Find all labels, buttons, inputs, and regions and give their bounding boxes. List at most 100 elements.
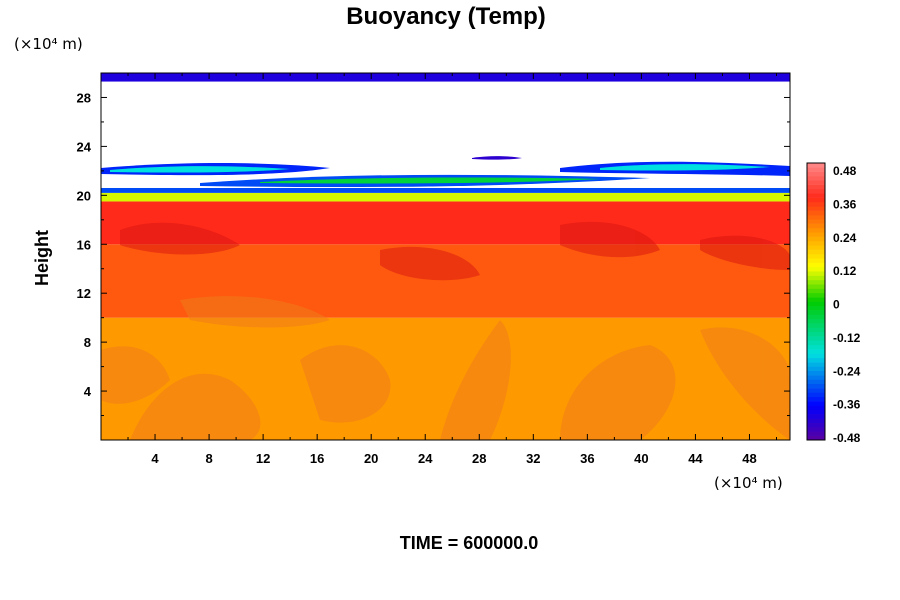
colorbar-segment xyxy=(807,206,825,211)
x-tick-label: 24 xyxy=(418,451,433,466)
field-blotch xyxy=(300,345,391,423)
y-tick-label: 4 xyxy=(84,384,92,399)
colorbar-tick-label: 0.12 xyxy=(833,264,857,278)
y-tick-label: 16 xyxy=(77,237,91,252)
chart-title: Buoyancy (Temp) xyxy=(346,3,546,30)
field-blotch-upper xyxy=(120,222,240,255)
colorbar-segment xyxy=(807,379,825,385)
colorbar-segment xyxy=(807,318,825,324)
field-blotch-upper xyxy=(560,221,660,258)
streak-cyan xyxy=(110,166,290,173)
x-axis-unit: (×10⁴ m) xyxy=(714,474,783,492)
time-label: TIME = 600000.0 xyxy=(400,533,539,553)
colorbar-segment xyxy=(807,245,825,250)
colorbar-segment xyxy=(807,266,825,272)
colorbar-segment xyxy=(807,223,825,229)
colorbar-segment xyxy=(807,435,825,441)
colorbar-segment xyxy=(807,227,825,233)
colorbar-segment xyxy=(807,375,825,380)
y-axis-unit: (×10⁴ m) xyxy=(14,35,83,53)
field-blotch xyxy=(180,296,330,328)
colorbar-segment xyxy=(807,409,825,415)
x-tick-label: 48 xyxy=(742,451,756,466)
colorbar-segment xyxy=(807,284,825,289)
colorbar-segment xyxy=(807,292,825,298)
colorbar-segment xyxy=(807,396,825,402)
colorbar-segment xyxy=(807,414,825,419)
y-axis: 4 8 12 16 20 24 28 xyxy=(77,90,790,417)
colorbar-segment xyxy=(807,405,825,411)
colorbar-segment xyxy=(807,188,825,194)
colorbar-segment xyxy=(807,301,825,307)
colorbar-segment xyxy=(807,431,825,436)
colorbar-segment xyxy=(807,314,825,320)
colorbar-segment xyxy=(807,418,825,423)
colorbar-frame xyxy=(806,162,826,441)
field-blotch xyxy=(130,373,261,440)
colorbar-segment xyxy=(807,193,825,198)
field-blotch xyxy=(101,346,170,404)
buoyancy-band xyxy=(101,187,790,193)
colorbar-segment xyxy=(807,327,825,333)
colorbar-segment xyxy=(807,357,825,363)
field-blotch xyxy=(440,320,511,440)
x-tick-label: 20 xyxy=(364,451,378,466)
colorbar-tick-label: -0.36 xyxy=(833,398,861,412)
y-axis-label: Height xyxy=(32,230,52,286)
colorbar-segment xyxy=(807,275,825,281)
colorbar-segment xyxy=(807,279,825,285)
colorbar-segment xyxy=(807,331,825,337)
colorbar-segment xyxy=(807,305,825,311)
x-tick-label: 36 xyxy=(580,451,594,466)
colorbar-segment xyxy=(807,236,825,242)
colorbar-segment xyxy=(807,163,825,168)
field-texture xyxy=(101,296,790,440)
colorbar-segment xyxy=(807,258,825,263)
colorbar-segment xyxy=(807,171,825,177)
field-blotch-upper xyxy=(380,246,480,281)
colorbar-tick-label: 0.36 xyxy=(833,197,857,211)
colorbar-segment xyxy=(807,383,825,389)
colorbar-segment xyxy=(807,366,825,372)
colorbar-segment xyxy=(807,180,825,185)
upper-streaks xyxy=(101,156,790,188)
x-tick-label: 12 xyxy=(256,451,270,466)
colorbar-segment xyxy=(807,353,825,359)
colorbar-segment xyxy=(807,362,825,367)
colorbar-segment xyxy=(807,262,825,268)
colorbar: 0.48 0.36 0.24 0.12 0 -0.12 -0.24 -0.36 -0.48 xyxy=(806,162,861,445)
y-tick-label: 20 xyxy=(77,188,91,203)
colorbar-segment xyxy=(807,422,825,428)
x-tick-label: 32 xyxy=(526,451,540,466)
colorbar-segment xyxy=(807,201,825,207)
colorbar-segment xyxy=(807,210,825,216)
colorbar-segment xyxy=(807,167,825,172)
colorbar-tick-label: -0.12 xyxy=(833,331,861,345)
y-tick-label: 28 xyxy=(77,90,91,105)
x-tick-label: 40 xyxy=(634,451,648,466)
colorbar-segment xyxy=(807,349,825,354)
y-tick-label: 8 xyxy=(84,335,91,350)
plot-frame xyxy=(100,72,791,441)
colorbar-segment xyxy=(807,344,825,350)
buoyancy-band xyxy=(101,192,790,202)
colorbar-tick-label: -0.24 xyxy=(833,364,861,378)
field-blotch xyxy=(560,345,676,440)
colorbar-segment xyxy=(807,184,825,190)
colorbar-segment xyxy=(807,288,825,294)
colorbar-segment xyxy=(807,388,825,393)
colorbar-segment xyxy=(807,310,825,315)
colorbar-segment xyxy=(807,336,825,341)
colorbar-segment xyxy=(807,253,825,259)
y-tick-label: 12 xyxy=(77,286,91,301)
streak-blue xyxy=(472,156,522,160)
field-texture-upper xyxy=(120,221,790,281)
colorbar-segment xyxy=(807,401,825,406)
colorbar-segment xyxy=(807,232,825,237)
colorbar-tick-label: 0.48 xyxy=(833,164,857,178)
colorbar-segment xyxy=(807,240,825,246)
colorbar-tick-label: 0 xyxy=(833,298,840,312)
colorbar-segment xyxy=(807,323,825,328)
colorbar-tick-label: 0.24 xyxy=(833,231,857,245)
